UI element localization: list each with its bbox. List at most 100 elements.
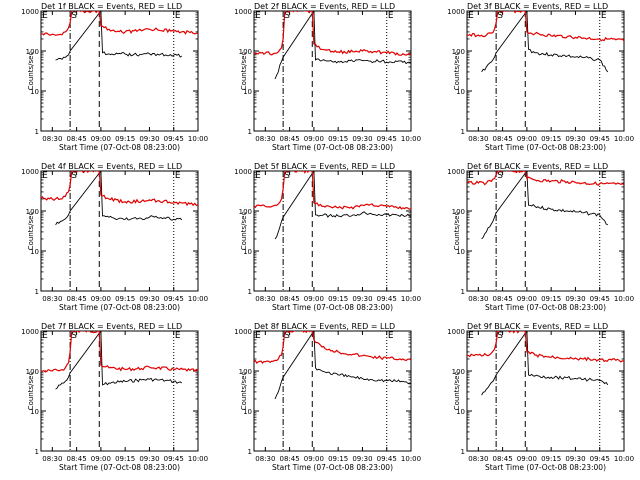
x-tick-label: 09:00 xyxy=(91,135,111,143)
chart-title: Det 2f BLACK = Events, RED = LLD xyxy=(254,2,395,11)
y-axis-label: Counts/sec xyxy=(27,212,35,251)
series-line-lld xyxy=(254,11,411,56)
x-tick-label: 10:00 xyxy=(614,295,634,303)
y-tick-label: 1 xyxy=(35,288,39,296)
y-tick-label: 10 xyxy=(456,408,465,416)
x-tick-label: 09:00 xyxy=(304,455,324,463)
x-tick-label: 09:45 xyxy=(590,135,610,143)
x-tick-label: 09:45 xyxy=(164,295,184,303)
x-tick-label: 09:15 xyxy=(328,455,348,463)
x-tick-label: 08:30 xyxy=(42,135,62,143)
y-tick-label: 10 xyxy=(243,248,252,256)
x-tick-label: 08:30 xyxy=(255,455,275,463)
y-tick-label: 1000 xyxy=(21,168,39,176)
x-tick-label: 09:15 xyxy=(541,295,561,303)
x-axis-label: Start Time (07-Oct-08 08:23:00) xyxy=(485,303,606,312)
x-tick-label: 09:15 xyxy=(115,455,135,463)
x-tick-label: 10:00 xyxy=(401,135,421,143)
chart-svg: Det 5f BLACK = Events, RED = LLD 1 10 100 10… xyxy=(234,162,421,312)
x-tick-label: 09:30 xyxy=(352,135,372,143)
y-tick-label: 1000 xyxy=(234,168,252,176)
x-tick-label: 09:45 xyxy=(164,135,184,143)
x-tick-label: 10:00 xyxy=(614,455,634,463)
detector-panel-6: Det 6f BLACK = Events, RED = LLD 1 10 100 10… xyxy=(426,160,639,320)
marker-label: E xyxy=(42,331,48,341)
plot-frame xyxy=(40,10,199,132)
y-tick-label: 100 xyxy=(239,368,252,376)
chart-title: Det 4f BLACK = Events, RED = LLD xyxy=(41,162,182,171)
x-tick-label: 09:15 xyxy=(328,135,348,143)
x-tick-label: 08:30 xyxy=(42,455,62,463)
marker-label: E xyxy=(255,11,261,21)
y-axis-label: Counts/sec xyxy=(453,372,461,411)
x-axis-label: Start Time (07-Oct-08 08:23:00) xyxy=(485,143,606,152)
y-tick-label: 100 xyxy=(26,208,39,216)
chart-title: Det 7f BLACK = Events, RED = LLD xyxy=(41,322,182,331)
x-tick-label: 08:45 xyxy=(67,455,87,463)
x-tick-label: 09:15 xyxy=(328,295,348,303)
series-line-lld xyxy=(41,171,198,207)
y-tick-label: 100 xyxy=(26,368,39,376)
y-axis-label: Counts/sec xyxy=(240,52,248,91)
y-axis-label: Counts/sec xyxy=(27,372,35,411)
chart-svg: Det 8f BLACK = Events, RED = LLD 1 10 100 10… xyxy=(234,322,421,472)
y-tick-label: 100 xyxy=(26,48,39,56)
plot-frame xyxy=(253,170,412,292)
chart-svg: Det 7f BLACK = Events, RED = LLD 1 10 100 10… xyxy=(21,322,208,472)
marker-label: E xyxy=(42,11,48,21)
plot-frame xyxy=(40,170,199,292)
y-axis-label: Counts/sec xyxy=(27,52,35,91)
y-tick-label: 100 xyxy=(239,48,252,56)
chart-title: Det 9f BLACK = Events, RED = LLD xyxy=(467,322,608,331)
x-tick-label: 08:45 xyxy=(280,295,300,303)
detector-panel-2: Det 2f BLACK = Events, RED = LLD 1 10 100 10… xyxy=(213,0,426,160)
chart-title: Det 6f BLACK = Events, RED = LLD xyxy=(467,162,608,171)
x-tick-label: 10:00 xyxy=(614,135,634,143)
y-tick-label: 10 xyxy=(30,88,39,96)
plot-frame xyxy=(40,330,199,452)
y-tick-label: 1000 xyxy=(234,328,252,336)
x-tick-label: 08:30 xyxy=(468,135,488,143)
plot-frame xyxy=(466,10,625,132)
series-line-events xyxy=(274,11,411,80)
x-tick-label: 08:45 xyxy=(493,295,513,303)
y-tick-label: 10 xyxy=(30,408,39,416)
marker-label: E xyxy=(255,331,261,341)
series-line-lld xyxy=(467,171,624,187)
series-line-lld xyxy=(254,171,411,210)
plot-frame xyxy=(466,170,625,292)
x-tick-label: 08:30 xyxy=(255,135,275,143)
y-tick-label: 1 xyxy=(248,448,252,456)
chart-svg: Det 3f BLACK = Events, RED = LLD 1 10 100 10… xyxy=(447,2,634,152)
series-line-lld xyxy=(41,11,198,36)
y-tick-label: 1 xyxy=(248,288,252,296)
x-tick-label: 10:00 xyxy=(401,455,421,463)
x-tick-label: 09:00 xyxy=(304,135,324,143)
x-tick-label: 09:45 xyxy=(590,455,610,463)
x-tick-label: 09:45 xyxy=(377,135,397,143)
x-tick-label: 09:45 xyxy=(377,455,397,463)
x-tick-label: 08:45 xyxy=(67,295,87,303)
marker-label: E xyxy=(601,171,607,181)
x-tick-label: 10:00 xyxy=(401,295,421,303)
marker-label: E xyxy=(601,331,607,341)
series-line-events xyxy=(55,11,183,61)
marker-label: E xyxy=(388,11,394,21)
x-tick-label: 08:30 xyxy=(255,295,275,303)
x-tick-label: 09:15 xyxy=(115,295,135,303)
plot-frame xyxy=(466,330,625,452)
x-axis-label: Start Time (07-Oct-08 08:23:00) xyxy=(59,463,180,472)
marker-label: E xyxy=(388,331,394,341)
y-axis-label: Counts/sec xyxy=(453,52,461,91)
marker-label: E xyxy=(175,11,181,21)
y-tick-label: 10 xyxy=(456,248,465,256)
y-tick-label: 10 xyxy=(456,88,465,96)
x-axis-label: Start Time (07-Oct-08 08:23:00) xyxy=(485,463,606,472)
y-tick-label: 100 xyxy=(452,208,465,216)
x-tick-label: 08:45 xyxy=(280,135,300,143)
y-tick-label: 1 xyxy=(461,448,465,456)
series-line-events xyxy=(481,331,609,396)
x-tick-label: 08:30 xyxy=(468,295,488,303)
chart-svg: Det 1f BLACK = Events, RED = LLD 1 10 100 10… xyxy=(21,2,208,152)
